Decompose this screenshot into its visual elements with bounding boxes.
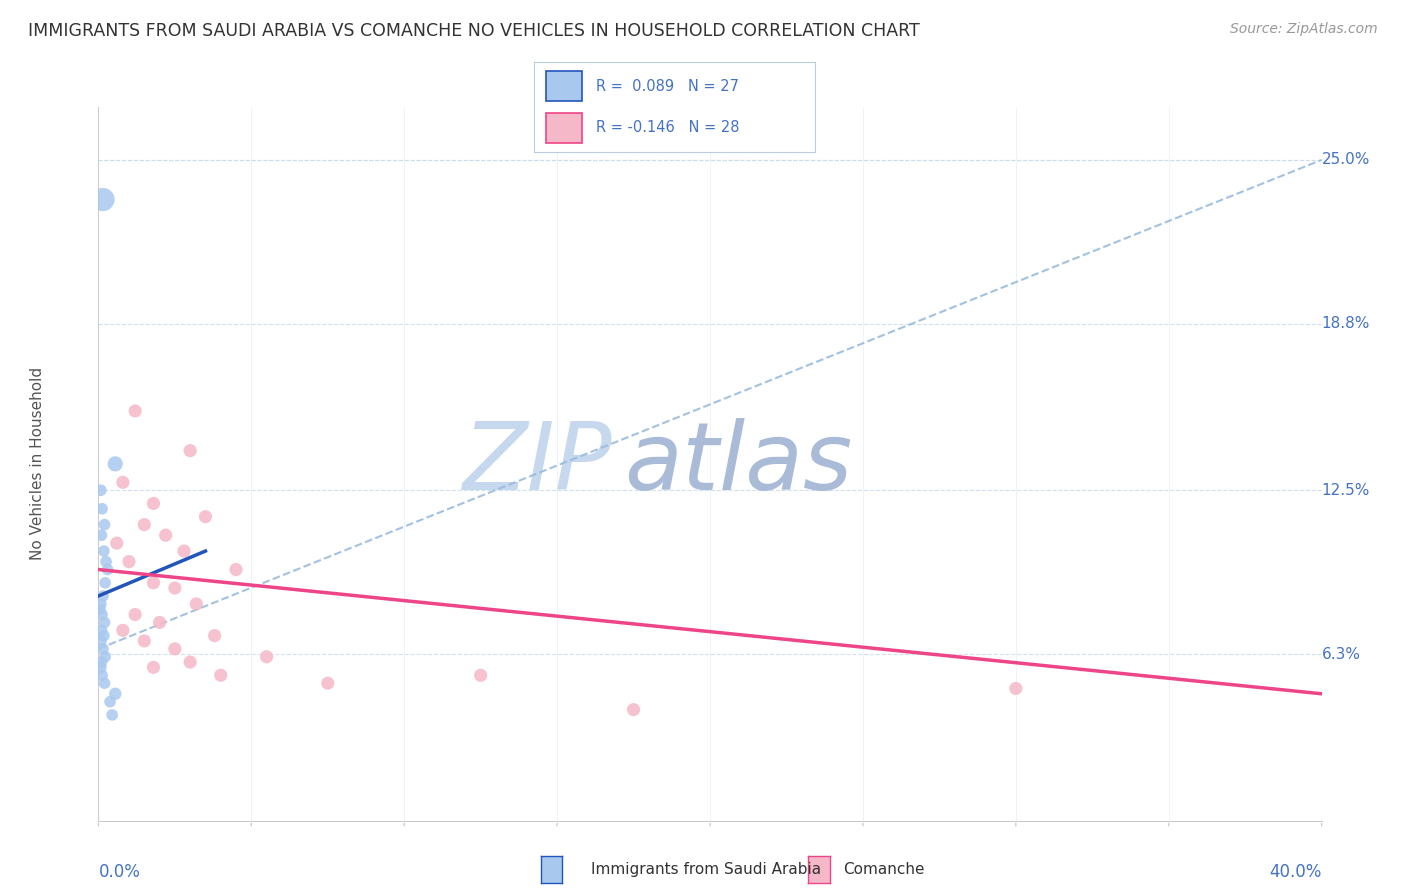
- Point: [470, 668, 492, 682]
- Text: Immigrants from Saudi Arabia: Immigrants from Saudi Arabia: [591, 863, 821, 877]
- Point: [118, 555, 141, 569]
- Point: [149, 615, 172, 630]
- Point: [91, 668, 114, 682]
- Point: [204, 629, 226, 643]
- Point: [90, 483, 112, 498]
- Text: IMMIGRANTS FROM SAUDI ARABIA VS COMANCHE NO VEHICLES IN HOUSEHOLD CORRELATION CH: IMMIGRANTS FROM SAUDI ARABIA VS COMANCHE…: [28, 22, 920, 40]
- Text: R =  0.089   N = 27: R = 0.089 N = 27: [596, 79, 740, 94]
- Text: R = -0.146   N = 28: R = -0.146 N = 28: [596, 120, 740, 135]
- Point: [94, 649, 117, 664]
- Point: [194, 509, 217, 524]
- Point: [256, 649, 278, 664]
- Point: [98, 695, 121, 709]
- Text: ZIP: ZIP: [463, 418, 612, 509]
- Point: [163, 581, 186, 595]
- Point: [173, 544, 195, 558]
- Point: [209, 668, 232, 682]
- Point: [91, 641, 114, 656]
- Text: 0.0%: 0.0%: [98, 863, 141, 881]
- Point: [111, 624, 134, 638]
- Point: [142, 660, 165, 674]
- Point: [111, 475, 134, 490]
- Point: [93, 676, 115, 690]
- Point: [142, 496, 165, 510]
- Point: [90, 528, 112, 542]
- FancyBboxPatch shape: [546, 71, 582, 101]
- Point: [155, 528, 177, 542]
- Point: [134, 517, 156, 532]
- Point: [104, 457, 127, 471]
- Point: [225, 563, 247, 577]
- Point: [91, 501, 114, 516]
- Point: [90, 624, 112, 638]
- Text: 18.8%: 18.8%: [1322, 317, 1369, 331]
- Point: [179, 655, 201, 669]
- Text: 25.0%: 25.0%: [1322, 153, 1369, 168]
- Point: [316, 676, 339, 690]
- Point: [124, 607, 146, 622]
- Point: [91, 589, 114, 603]
- Text: 6.3%: 6.3%: [1322, 647, 1361, 662]
- Point: [91, 607, 114, 622]
- Point: [90, 634, 112, 648]
- Point: [104, 687, 127, 701]
- Point: [142, 575, 165, 590]
- Point: [105, 536, 128, 550]
- Point: [186, 597, 208, 611]
- Point: [93, 615, 115, 630]
- Point: [93, 544, 115, 558]
- Point: [124, 404, 146, 418]
- Text: No Vehicles in Household: No Vehicles in Household: [30, 368, 45, 560]
- Text: Comanche: Comanche: [844, 863, 925, 877]
- Text: 40.0%: 40.0%: [1270, 863, 1322, 881]
- FancyBboxPatch shape: [546, 113, 582, 143]
- Text: Source: ZipAtlas.com: Source: ZipAtlas.com: [1230, 22, 1378, 37]
- Text: 12.5%: 12.5%: [1322, 483, 1369, 498]
- Point: [90, 655, 112, 669]
- Point: [163, 641, 186, 656]
- Point: [623, 703, 645, 717]
- Point: [89, 602, 111, 616]
- Point: [101, 707, 124, 722]
- Point: [90, 660, 112, 674]
- Point: [179, 443, 201, 458]
- Point: [97, 563, 120, 577]
- Point: [91, 193, 114, 207]
- Point: [94, 555, 117, 569]
- Text: atlas: atlas: [624, 418, 852, 509]
- Point: [93, 629, 115, 643]
- Point: [93, 517, 115, 532]
- Point: [1004, 681, 1026, 696]
- Point: [134, 634, 156, 648]
- Point: [94, 575, 117, 590]
- Point: [90, 597, 112, 611]
